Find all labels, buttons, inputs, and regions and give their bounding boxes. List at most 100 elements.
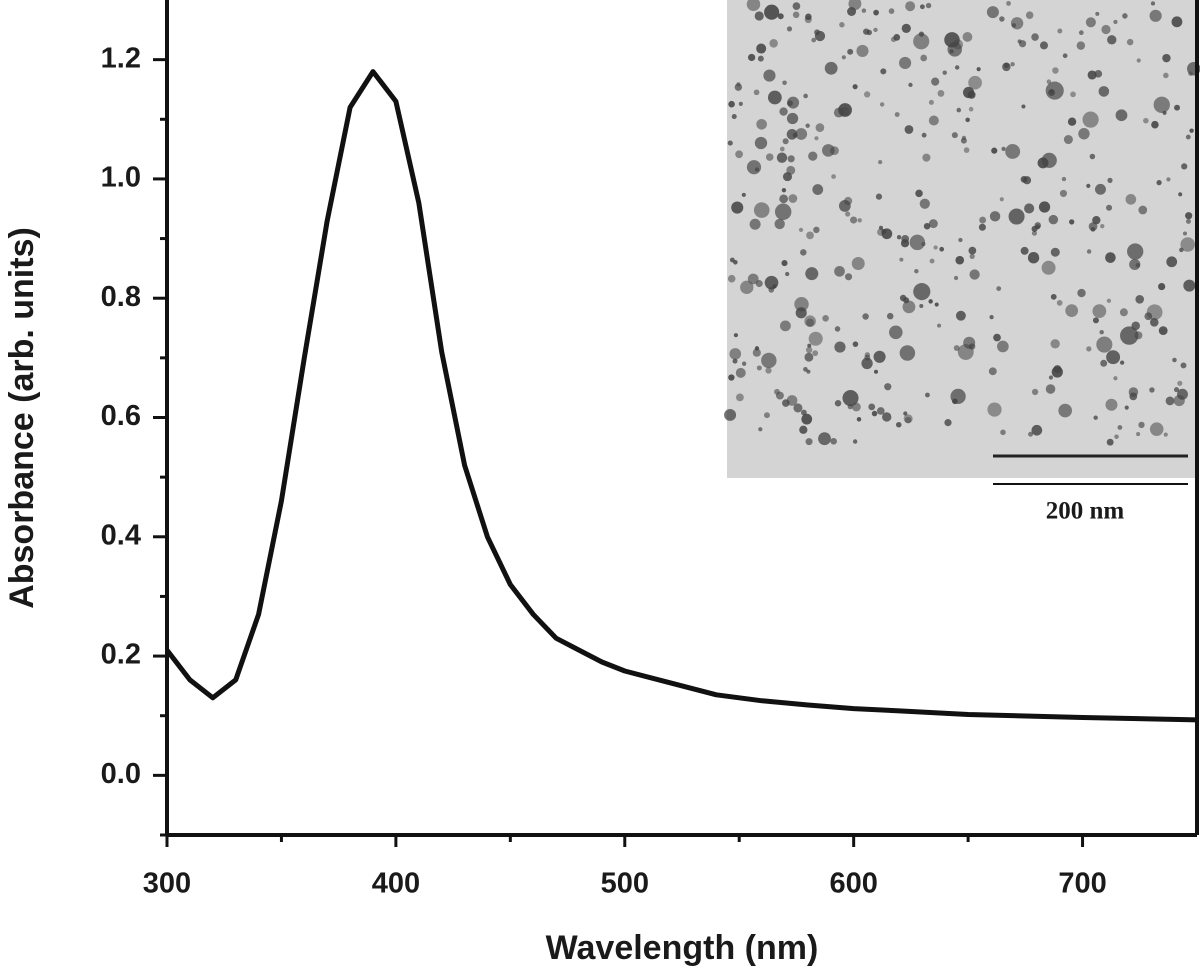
- particle: [1144, 312, 1153, 321]
- particle: [1135, 294, 1145, 304]
- particle: [833, 107, 844, 118]
- particle: [1050, 339, 1060, 349]
- particle: [1077, 288, 1086, 298]
- particle: [1181, 163, 1188, 170]
- particle: [738, 101, 743, 106]
- particle: [852, 84, 858, 90]
- particle: [1095, 11, 1100, 16]
- particle: [862, 313, 869, 320]
- particle: [1143, 117, 1149, 124]
- particle: [795, 128, 808, 140]
- particle: [978, 223, 986, 231]
- particle: [949, 49, 954, 54]
- particle: [903, 297, 910, 304]
- particle: [968, 106, 974, 112]
- particle: [1100, 359, 1108, 367]
- particle: [1006, 1, 1011, 6]
- particle: [845, 211, 851, 217]
- particle: [968, 246, 977, 255]
- particle: [799, 425, 808, 434]
- particle: [1117, 425, 1123, 430]
- x-tick-label: 300: [143, 868, 191, 900]
- particle: [928, 299, 933, 304]
- particle: [1166, 177, 1171, 182]
- particle: [1063, 135, 1073, 145]
- particle: [768, 287, 775, 293]
- particle: [899, 56, 912, 70]
- particle: [811, 37, 817, 43]
- particle: [969, 253, 975, 259]
- particle: [914, 268, 919, 274]
- particle: [1096, 336, 1113, 353]
- particle: [794, 297, 809, 312]
- particle: [888, 8, 895, 14]
- particle: [1105, 252, 1116, 263]
- particle: [806, 318, 815, 327]
- particle: [782, 80, 787, 86]
- particle: [1000, 429, 1006, 436]
- particle: [803, 93, 808, 99]
- particle: [764, 4, 780, 20]
- particle: [864, 91, 871, 98]
- particle: [1095, 183, 1106, 195]
- particle: [808, 331, 823, 346]
- particle: [754, 136, 768, 150]
- particle: [958, 237, 963, 243]
- particle: [1092, 317, 1099, 324]
- particle: [1056, 300, 1063, 306]
- particle: [931, 77, 940, 86]
- particle: [902, 300, 916, 314]
- particle: [815, 123, 825, 132]
- particle: [1173, 387, 1180, 393]
- particle: [812, 184, 824, 195]
- particle: [761, 352, 777, 369]
- particle: [1099, 329, 1104, 335]
- particle: [899, 345, 916, 361]
- particle: [767, 90, 782, 105]
- particle: [1052, 67, 1059, 74]
- particle: [1177, 388, 1188, 400]
- particle: [1134, 331, 1143, 340]
- particle: [913, 33, 930, 50]
- particle: [851, 257, 865, 270]
- particle: [968, 343, 976, 350]
- particle: [857, 218, 862, 223]
- particle: [1150, 1, 1156, 6]
- particle: [805, 123, 810, 128]
- particle: [879, 102, 885, 107]
- particle: [1041, 260, 1056, 275]
- particle: [786, 26, 793, 32]
- particle: [968, 75, 982, 90]
- particle: [989, 211, 1001, 222]
- particle: [939, 246, 945, 252]
- particle: [876, 407, 885, 415]
- particle: [1122, 13, 1128, 19]
- particle: [822, 144, 835, 157]
- particle: [1113, 376, 1118, 381]
- y-tick-label: 0.2: [101, 639, 141, 671]
- particle: [763, 412, 770, 419]
- particle: [754, 11, 764, 21]
- particle: [734, 83, 743, 91]
- particle: [1057, 28, 1063, 34]
- particle: [1069, 219, 1075, 225]
- particle: [749, 218, 761, 230]
- particle: [1114, 434, 1119, 439]
- particle: [953, 345, 960, 351]
- particle: [805, 346, 813, 354]
- particle: [988, 367, 997, 376]
- particle: [805, 438, 813, 446]
- particle: [757, 55, 764, 62]
- particle: [1149, 318, 1159, 327]
- particle: [896, 235, 902, 240]
- particle: [937, 90, 945, 97]
- particle: [880, 68, 887, 75]
- particle: [1120, 326, 1139, 345]
- particle: [1031, 230, 1037, 236]
- particle: [1106, 204, 1113, 211]
- particle: [1082, 111, 1099, 128]
- particle: [1061, 176, 1067, 182]
- particle: [1086, 249, 1092, 254]
- particle: [1085, 17, 1096, 28]
- particle: [747, 53, 756, 62]
